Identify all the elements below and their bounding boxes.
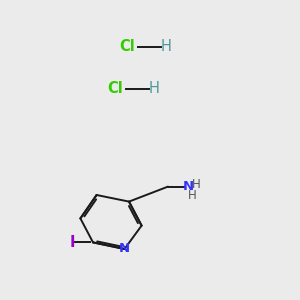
Text: N: N [119,242,130,256]
Text: N: N [183,180,194,193]
Text: I: I [69,235,75,250]
Text: H: H [188,189,196,202]
Text: H: H [191,178,200,191]
Text: H: H [161,39,172,54]
Text: Cl: Cl [108,81,123,96]
Text: H: H [149,81,160,96]
Text: Cl: Cl [120,39,135,54]
